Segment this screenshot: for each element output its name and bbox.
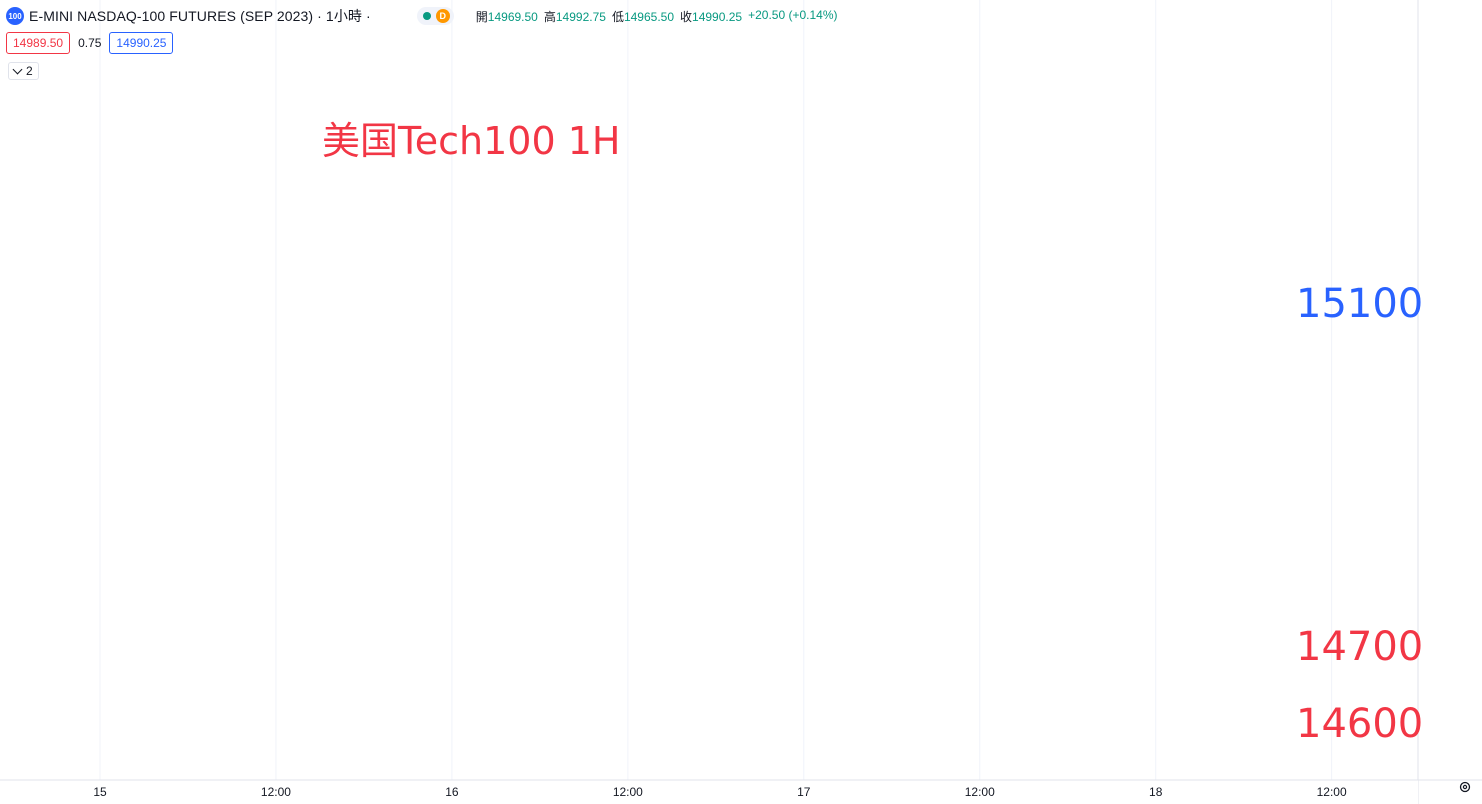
change-value: +20.50 (+0.14%): [748, 7, 838, 22]
time-tick-label: 18: [1149, 785, 1163, 799]
quote-row: 14989.50 0.75 14990.25: [6, 32, 174, 54]
level-label-14700: 14700: [1296, 624, 1424, 670]
symbol-logo-icon[interactable]: 100: [6, 7, 24, 25]
low-label: 低: [611, 9, 624, 24]
time-tick-label: 15: [93, 785, 107, 799]
price-axis-bg: [1418, 0, 1482, 804]
chart-header: 100 E-MINI NASDAQ-100 FUTURES (SEP 2023)…: [6, 6, 838, 26]
gear-icon[interactable]: [1458, 780, 1472, 794]
low-value: 14965.50: [623, 9, 675, 24]
time-tick-label: 12:00: [261, 785, 291, 799]
time-axis-bg: [0, 780, 1418, 804]
time-axis[interactable]: 1512:001612:001712:001812:00212212:00231…: [0, 779, 1482, 804]
bid-price-button[interactable]: 14989.50: [6, 32, 71, 54]
ask-price-button[interactable]: 14990.25: [109, 32, 174, 54]
time-tick-label: 16: [445, 785, 459, 799]
time-tick-label: 12:00: [613, 785, 643, 799]
time-tick-label: 17: [797, 785, 811, 799]
high-label: 高: [543, 9, 556, 24]
chart-grid: [99, 0, 1333, 780]
ohlc-values: 開14969.50 高14992.75 低14965.50 收14990.25 …: [476, 8, 838, 25]
symbol-title[interactable]: E-MINI NASDAQ-100 FUTURES (SEP 2023) · 1…: [29, 8, 371, 24]
open-label: 開: [475, 9, 488, 24]
high-value: 14992.75: [555, 9, 606, 24]
close-value: 14990.25: [692, 9, 743, 24]
time-tick-label: 12:00: [1317, 785, 1347, 799]
market-status[interactable]: D: [416, 7, 454, 25]
spread-value: 0.75: [78, 36, 102, 50]
indicators-toggle[interactable]: 2: [8, 62, 39, 80]
open-value: 14969.50: [487, 9, 538, 24]
close-label: 收: [680, 9, 693, 24]
time-tick-label: 12:00: [965, 785, 995, 799]
market-open-icon: [422, 12, 431, 20]
chart-annotation: 美国Tech100 1H: [322, 119, 621, 163]
level-label-14600: 14600: [1296, 701, 1424, 747]
indicator-count: 2: [26, 64, 33, 78]
level-label-15100: 15100: [1296, 281, 1424, 327]
session-badge: D: [435, 9, 450, 23]
chevron-down-icon: [12, 64, 23, 75]
